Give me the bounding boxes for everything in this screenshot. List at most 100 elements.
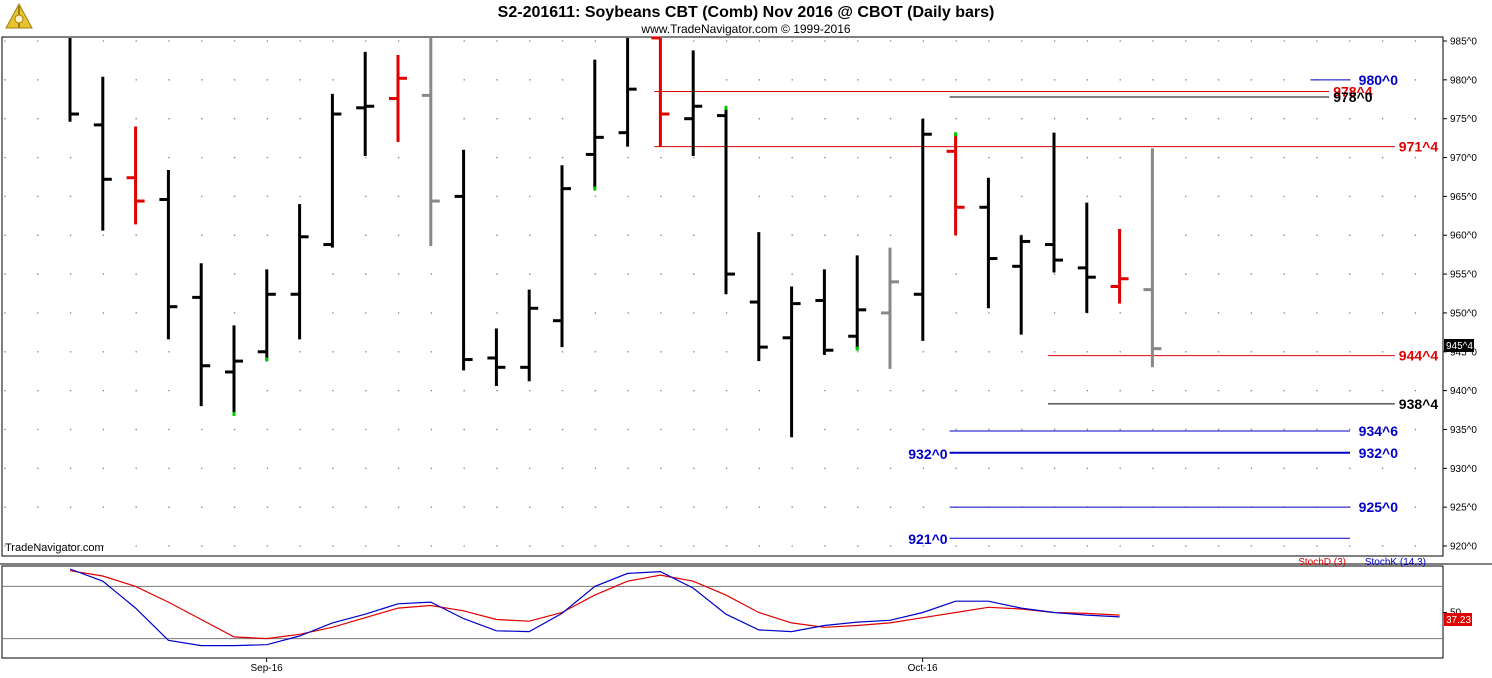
grid-dot <box>332 40 334 42</box>
grid-dot <box>1414 467 1417 470</box>
grid-dot <box>955 350 957 353</box>
grid-dot <box>988 350 990 353</box>
grid-dot <box>791 40 793 42</box>
grid-dot <box>1283 545 1285 547</box>
grid-dot <box>233 428 236 431</box>
grid-dot <box>1349 156 1351 159</box>
grid-dot <box>4 467 6 470</box>
grid-dot <box>1250 117 1253 120</box>
grid-dot <box>529 389 531 392</box>
grid-dot <box>594 234 597 237</box>
grid-dot <box>397 545 400 547</box>
grid-dot <box>693 467 695 470</box>
grid-dot <box>791 273 793 275</box>
grid-dot <box>69 350 72 353</box>
grid-dot <box>102 467 105 470</box>
grid-dot <box>1349 428 1351 431</box>
grid-dot <box>922 545 925 547</box>
grid-dot <box>463 117 466 120</box>
trade-navigator-logo <box>5 2 33 29</box>
grid-dot <box>135 545 137 547</box>
grid-dot <box>4 273 6 275</box>
grid-dot <box>299 350 302 353</box>
grid-dot <box>1119 428 1121 431</box>
grid-dot <box>1349 467 1351 470</box>
grid-dot <box>299 389 302 392</box>
grid-dot <box>561 156 564 159</box>
grid-dot <box>1349 273 1351 275</box>
grid-dot <box>1381 389 1384 392</box>
ohlc-bar <box>749 232 768 362</box>
grid-dot <box>1250 195 1253 198</box>
grid-dot <box>1250 156 1253 159</box>
grid-dot <box>1086 467 1089 470</box>
grid-dot <box>233 156 236 159</box>
ohlc-bar <box>1143 148 1162 368</box>
stoch-legend-0: StochD (3) <box>1298 557 1346 568</box>
grid-dot <box>889 195 892 198</box>
ohlc-bar <box>487 328 506 386</box>
grid-dot <box>463 389 466 392</box>
grid-dot <box>37 195 39 198</box>
grid-dot <box>332 467 334 470</box>
grid-dot <box>135 234 137 237</box>
grid-dot <box>857 428 859 431</box>
grid-dot <box>1349 117 1351 120</box>
grid-dot <box>37 40 39 42</box>
grid-dot <box>1217 428 1220 431</box>
watermark-text: TradeNavigator.com <box>5 542 104 554</box>
grid-dot <box>889 545 892 547</box>
grid-dots <box>4 40 1417 547</box>
ohlc-bar <box>356 51 375 156</box>
grid-dot <box>1053 273 1056 275</box>
grid-dot <box>889 40 892 42</box>
grid-dot <box>1053 79 1056 81</box>
grid-dot <box>69 312 72 314</box>
grid-dot <box>594 389 597 392</box>
grid-dot <box>397 428 400 431</box>
grid-dot <box>1349 350 1351 353</box>
ohlc-bar <box>979 177 998 309</box>
grid-dot <box>1250 234 1253 237</box>
grid-dot <box>1185 195 1187 198</box>
grid-dot <box>627 273 629 275</box>
grid-dot <box>791 545 793 547</box>
grid-dot <box>1119 79 1121 81</box>
current-price-badge-bg <box>1444 339 1474 352</box>
grid-dot <box>1414 234 1417 237</box>
grid-dot <box>725 506 728 508</box>
grid-dot <box>529 273 531 275</box>
grid-dot <box>1381 40 1384 42</box>
grid-dot <box>299 506 302 508</box>
grid-dot <box>1414 195 1417 198</box>
grid-dot <box>1053 117 1056 120</box>
grid-dot <box>1283 312 1285 314</box>
grid-dot <box>1349 195 1351 198</box>
grid-dot <box>1283 467 1285 470</box>
grid-dot <box>1381 234 1384 237</box>
grid-dot <box>561 545 564 547</box>
grid-dot <box>725 312 728 314</box>
grid-dot <box>365 156 367 159</box>
grid-dot <box>988 389 990 392</box>
grid-dot <box>627 350 629 353</box>
level-label-left: 921^0 <box>908 531 948 547</box>
grid-dot <box>1217 545 1220 547</box>
grid-dot <box>201 234 203 237</box>
grid-dot <box>37 350 39 353</box>
grid-dot <box>430 350 433 353</box>
bar-marker <box>265 357 269 362</box>
grid-dot <box>988 467 990 470</box>
grid-dot <box>1086 389 1089 392</box>
grid-dot <box>1152 117 1154 120</box>
grid-dot <box>1119 545 1121 547</box>
grid-dot <box>37 467 39 470</box>
grid-dot <box>37 234 39 237</box>
level-label-inline: 978^0 <box>1333 89 1373 105</box>
grid-dot <box>365 273 367 275</box>
grid-dot <box>955 273 957 275</box>
grid-dot <box>857 350 859 353</box>
grid-dot <box>1349 234 1351 237</box>
grid-dot <box>135 79 137 81</box>
ohlc-bar <box>913 118 932 341</box>
